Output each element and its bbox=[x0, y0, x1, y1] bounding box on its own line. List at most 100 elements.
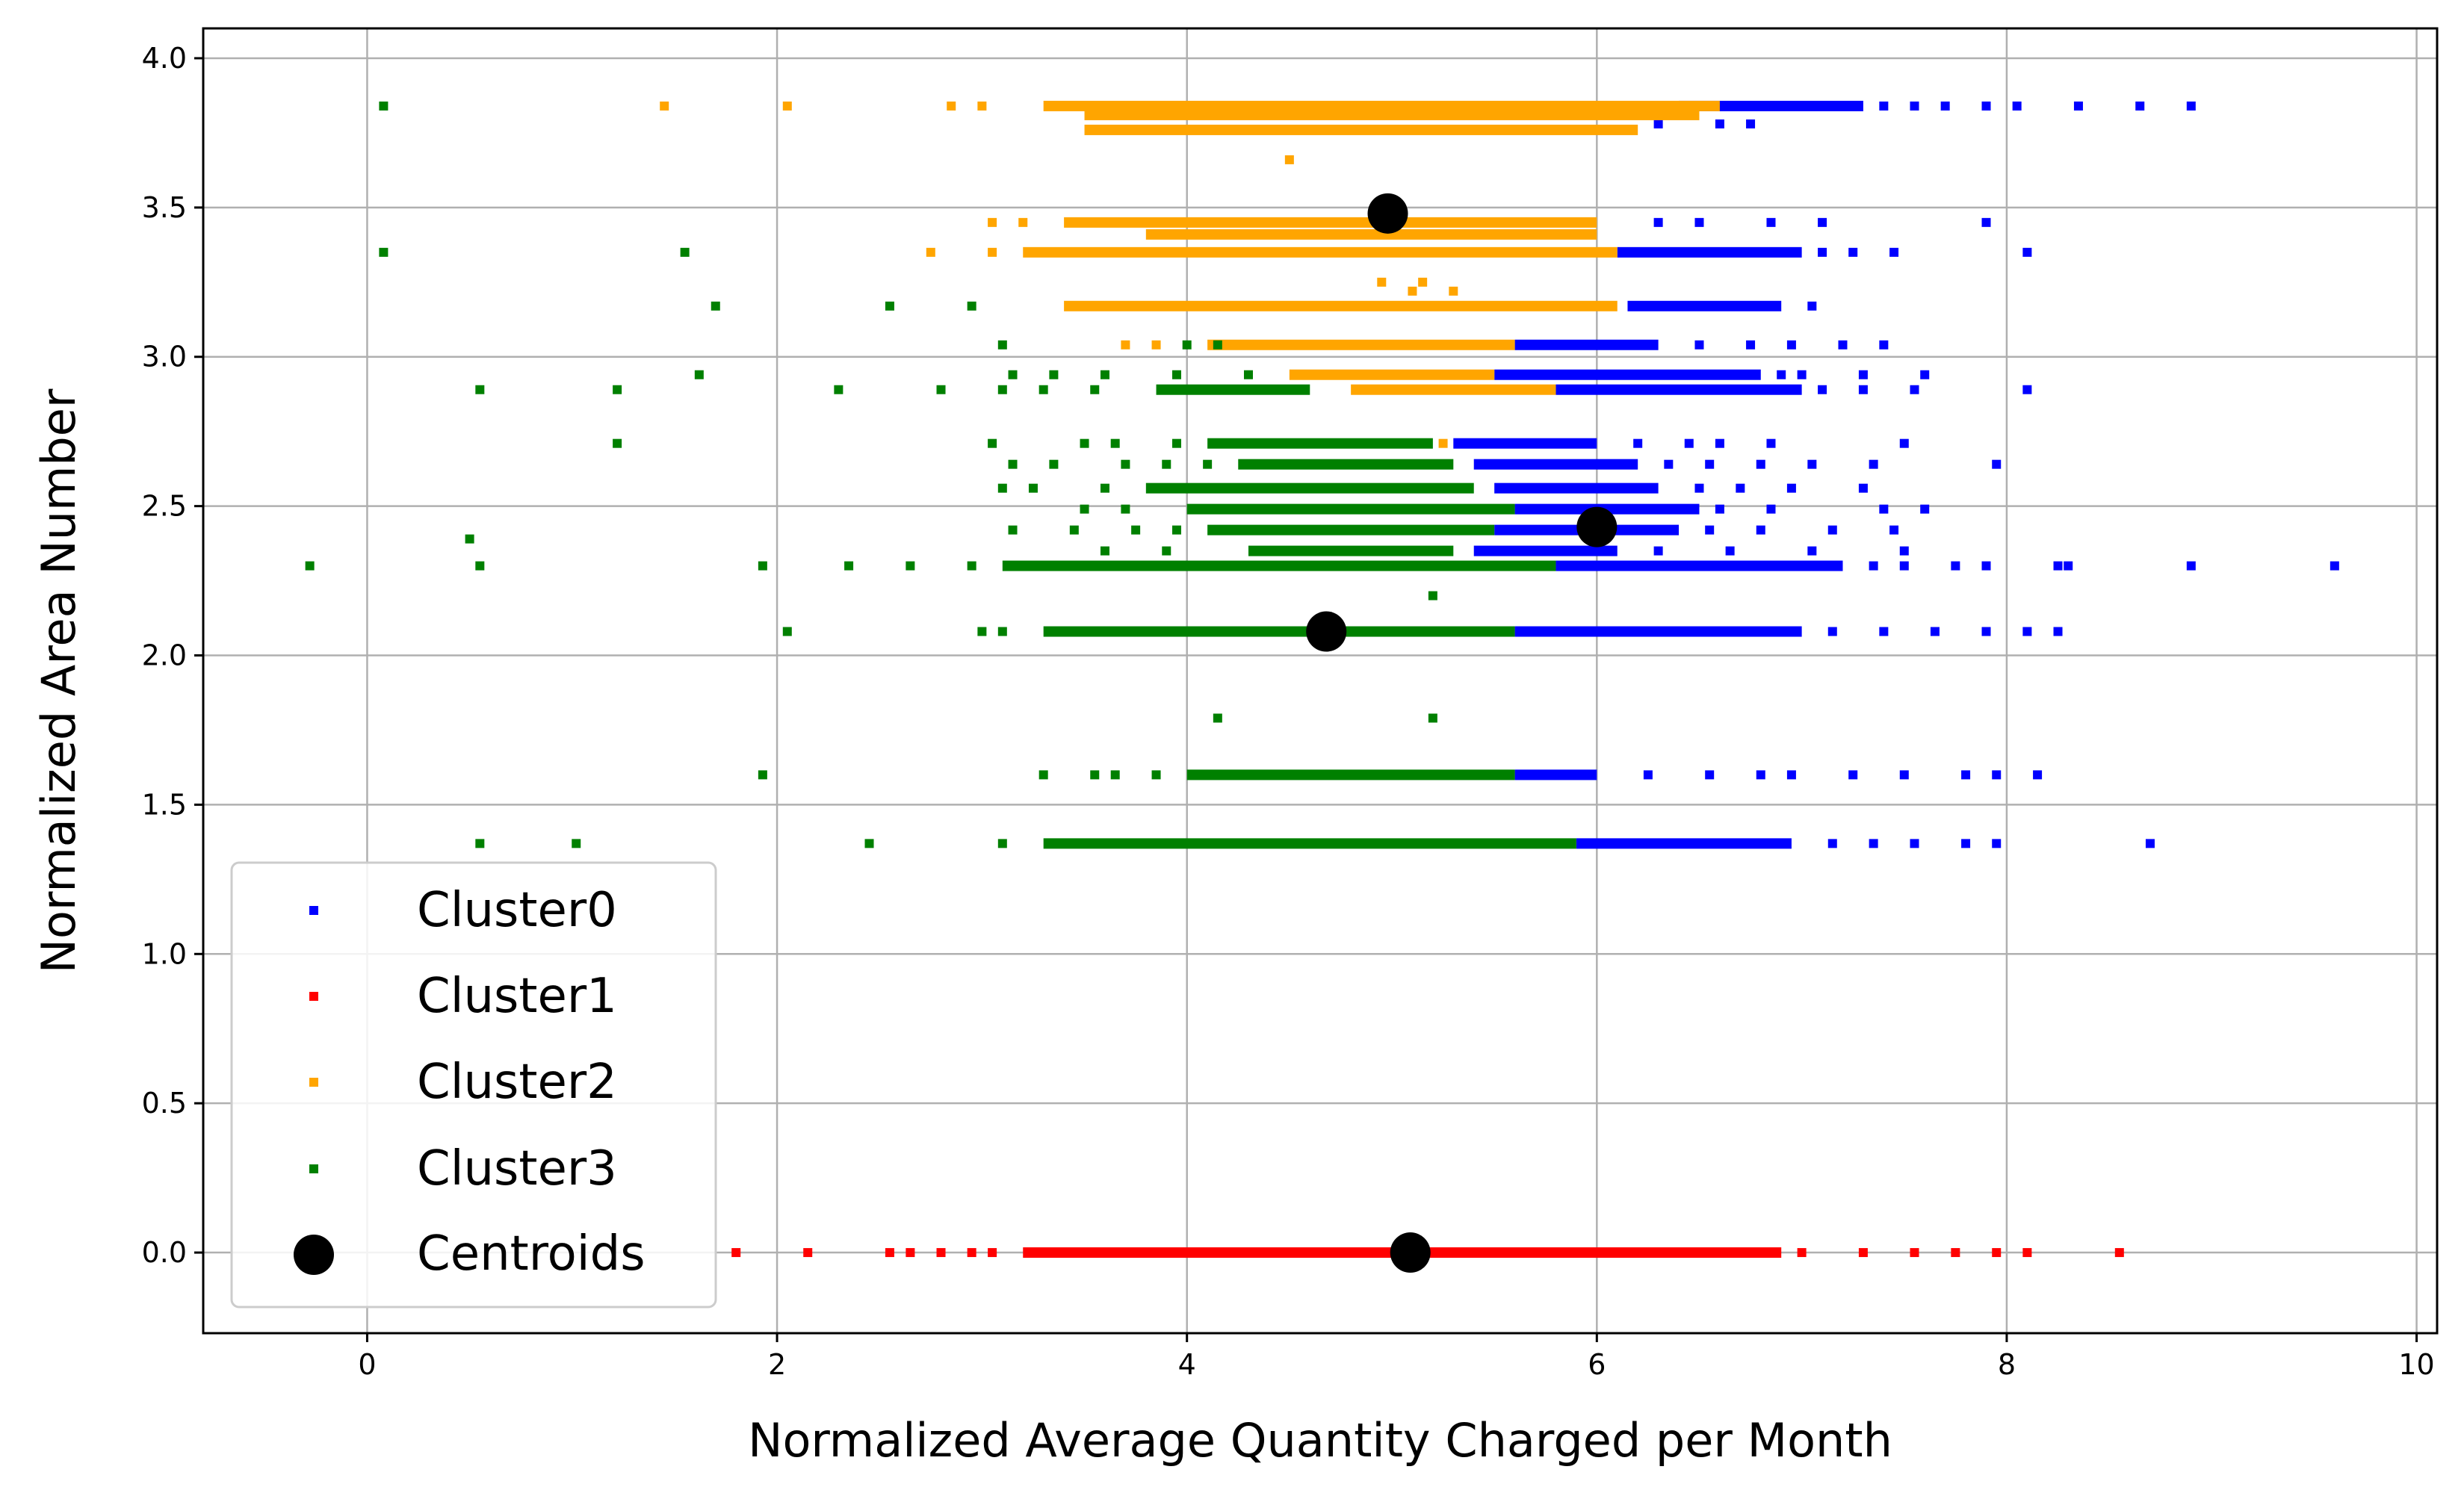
cluster1-point bbox=[967, 1248, 976, 1258]
cluster2-point-band bbox=[1023, 246, 1618, 258]
legend-frame bbox=[230, 861, 717, 1309]
cluster0-point bbox=[1869, 459, 1878, 469]
cluster0-point bbox=[1705, 525, 1715, 535]
cluster3-point bbox=[1028, 483, 1038, 493]
cluster0-point-band bbox=[1453, 438, 1597, 449]
cluster0-point-band bbox=[1679, 100, 1863, 111]
legend-marker-cluster0 bbox=[309, 906, 318, 915]
cluster3-point bbox=[967, 301, 976, 311]
cluster0-point bbox=[1951, 561, 1960, 571]
cluster0-point bbox=[1705, 770, 1715, 780]
cluster0-point bbox=[1920, 370, 1930, 379]
cluster3-point bbox=[782, 627, 792, 636]
cluster0-point bbox=[1869, 839, 1878, 848]
cluster2-point bbox=[977, 101, 987, 111]
legend-label-cluster2: Cluster2 bbox=[417, 1055, 617, 1110]
cluster3-point bbox=[1100, 546, 1109, 556]
legend-label-cluster1: Cluster1 bbox=[417, 969, 617, 1024]
y-tick-label: 2.0 bbox=[142, 639, 187, 672]
cluster3-point bbox=[694, 370, 704, 379]
y-tick-label: 2.5 bbox=[142, 490, 187, 523]
cluster0-point bbox=[1981, 561, 1991, 571]
legend-label-centroids: Centroids bbox=[417, 1226, 646, 1282]
cluster0-point bbox=[2145, 839, 2155, 848]
centroid-point bbox=[1576, 506, 1618, 547]
cluster0-point bbox=[2012, 101, 2022, 111]
cluster3-point bbox=[967, 561, 976, 571]
cluster0-point bbox=[2186, 101, 2196, 111]
cluster0-point-band bbox=[1494, 482, 1659, 494]
cluster3-point bbox=[864, 839, 874, 848]
cluster3-point bbox=[906, 561, 915, 571]
cluster0-point bbox=[1756, 459, 1765, 469]
cluster3-point bbox=[1100, 483, 1109, 493]
cluster0-point bbox=[1889, 247, 1899, 257]
cluster0-point bbox=[1879, 101, 1889, 111]
cluster3-point bbox=[1090, 770, 1100, 780]
cluster0-point bbox=[1818, 385, 1827, 394]
legend: Cluster0 Cluster1 Cluster2 Cluster3 Cent… bbox=[230, 861, 717, 1309]
cluster3-point bbox=[1121, 504, 1130, 514]
cluster2-point-band bbox=[1351, 384, 1556, 395]
cluster0-point bbox=[1889, 525, 1899, 535]
legend-marker-cluster2 bbox=[309, 1078, 318, 1087]
cluster0-point bbox=[2064, 561, 2073, 571]
cluster3-point bbox=[1121, 459, 1130, 469]
cluster0-point bbox=[1746, 119, 1756, 128]
cluster3-point bbox=[1038, 770, 1048, 780]
legend-label-cluster0: Cluster0 bbox=[417, 883, 617, 938]
cluster0-point-band bbox=[1556, 384, 1802, 395]
cluster2-point bbox=[1418, 277, 1428, 287]
cluster0-point bbox=[2330, 561, 2339, 571]
cluster2-point bbox=[1408, 286, 1417, 296]
cluster1-point bbox=[803, 1248, 813, 1258]
cluster2-point bbox=[1438, 438, 1448, 448]
cluster0-point bbox=[1643, 770, 1653, 780]
cluster2-point-band bbox=[1145, 229, 1597, 240]
plot-frame bbox=[202, 27, 2439, 1335]
cluster0-point bbox=[1992, 770, 2002, 780]
cluster0-point bbox=[1766, 504, 1776, 514]
cluster0-point-band bbox=[1556, 560, 1843, 571]
cluster0-point bbox=[1899, 770, 1909, 780]
cluster3-point bbox=[1171, 525, 1181, 535]
cluster0-point-band bbox=[1514, 626, 1802, 637]
cluster3-point bbox=[1162, 459, 1171, 469]
cluster3-point bbox=[844, 561, 854, 571]
cluster0-point-band bbox=[1617, 246, 1802, 258]
cluster0-point bbox=[1746, 340, 1756, 350]
cluster1-point bbox=[1910, 1248, 1919, 1258]
cluster0-point bbox=[2022, 627, 2032, 636]
cluster3-point-band bbox=[1043, 626, 1515, 637]
cluster0-point-band bbox=[1473, 545, 1618, 556]
cluster3-point bbox=[997, 627, 1007, 636]
cluster3-point bbox=[711, 301, 720, 311]
cluster0-point-band bbox=[1514, 339, 1659, 350]
cluster0-point bbox=[1869, 561, 1878, 571]
cluster0-point bbox=[1910, 101, 1919, 111]
cluster0-point-band bbox=[1494, 369, 1761, 380]
cluster0-point bbox=[1910, 839, 1919, 848]
cluster0-point bbox=[1715, 504, 1724, 514]
cluster2-point-band bbox=[1043, 100, 1720, 111]
cluster0-point-band bbox=[1627, 300, 1782, 311]
x-tick-label: 6 bbox=[1588, 1348, 1606, 1381]
cluster0-point bbox=[1725, 546, 1735, 556]
cluster0-point bbox=[1786, 770, 1796, 780]
cluster2-point bbox=[660, 101, 669, 111]
cluster0-point bbox=[1961, 770, 1971, 780]
cluster3-point bbox=[1110, 438, 1120, 448]
cluster0-point bbox=[1653, 119, 1663, 128]
cluster3-point-band bbox=[1207, 438, 1433, 449]
cluster2-point bbox=[1377, 277, 1387, 287]
cluster0-point bbox=[1858, 370, 1868, 379]
cluster0-point bbox=[1807, 301, 1817, 311]
y-axis-ticks: 0.0 0.5 1.0 1.5 2.0 2.5 3.0 3.5 4.0 bbox=[142, 42, 203, 1269]
cluster3-point bbox=[379, 101, 389, 111]
centroid-point bbox=[1390, 1232, 1431, 1273]
cluster0-point bbox=[2135, 101, 2145, 111]
cluster0-point bbox=[1786, 340, 1796, 350]
cluster3-point bbox=[1203, 459, 1213, 469]
cluster1-point bbox=[885, 1248, 894, 1258]
